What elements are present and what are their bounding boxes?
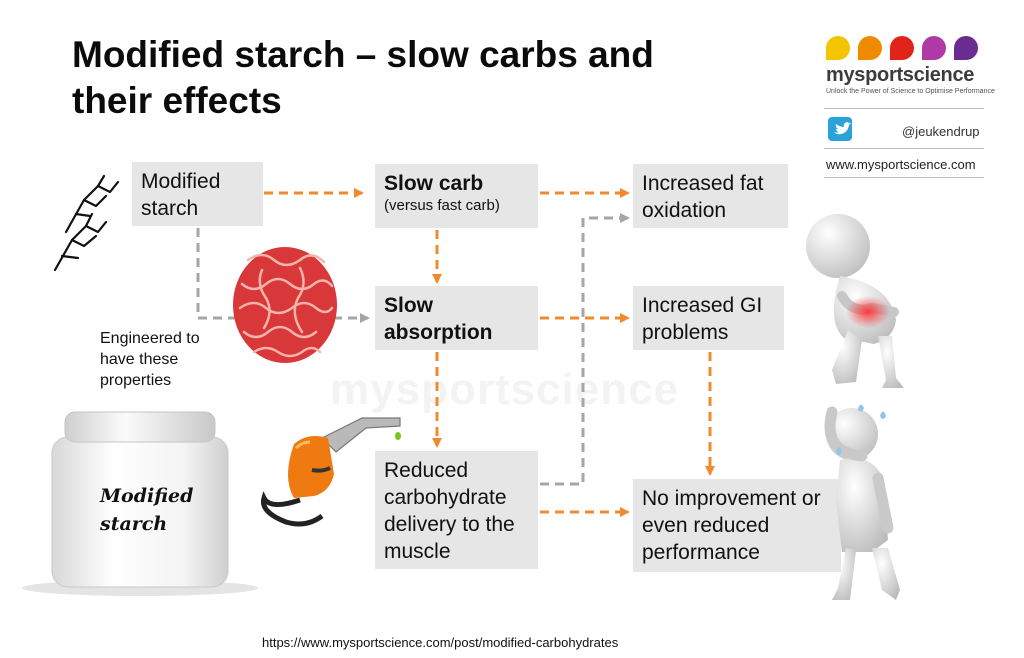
box-gi-problems: Increased GI problems <box>633 286 784 350</box>
box-reduced-delivery-label: Reduced carbohydrate delivery to the mus… <box>384 459 515 563</box>
box-gi-problems-label: Increased GI problems <box>642 294 763 344</box>
jar-label: Modified starch <box>100 485 194 535</box>
source-url[interactable]: https://www.mysportscience.com/post/modi… <box>262 635 619 650</box>
engineered-note: Engineered to have these properties <box>100 330 200 389</box>
brand-website[interactable]: www.mysportscience.com <box>826 157 976 172</box>
arrow-delivery-to-fat <box>540 213 630 486</box>
box-slow-carb-sublabel: (versus fast carb) <box>384 197 500 214</box>
box-modified-starch-label: Modified starch <box>141 170 221 220</box>
brand-divider-2 <box>824 148 984 149</box>
twitter-handle[interactable]: @jeukendrup <box>902 124 980 139</box>
box-fat-oxidation-label: Increased fat oxidation <box>642 172 764 222</box>
brand-divider-1 <box>824 108 984 109</box>
box-slow-absorption-label: Slow absorption <box>384 294 493 344</box>
box-no-improvement-label: No improvement or even reduced performan… <box>642 487 821 564</box>
arrow-starch-to-absorption <box>196 228 370 323</box>
box-slow-carb: Slow carb (versus fast carb) <box>375 164 538 228</box>
page-title: Modified starch – slow carbs and their e… <box>72 34 654 121</box>
box-slow-carb-label: Slow carb <box>384 172 484 195</box>
brand-tagline: Unlock the Power of Science to Optimise … <box>826 88 995 95</box>
box-fat-oxidation: Increased fat oxidation <box>633 164 788 228</box>
box-reduced-delivery: Reduced carbohydrate delivery to the mus… <box>375 451 538 569</box>
watermark-text: mysportscience <box>330 365 680 414</box>
box-slow-absorption: Slow absorption <box>375 286 538 350</box>
box-modified-starch: Modified starch <box>132 162 263 226</box>
brand-divider-3 <box>824 177 984 178</box>
brand-name: mysportscience <box>826 64 975 86</box>
box-no-improvement: No improvement or even reduced performan… <box>633 479 841 572</box>
